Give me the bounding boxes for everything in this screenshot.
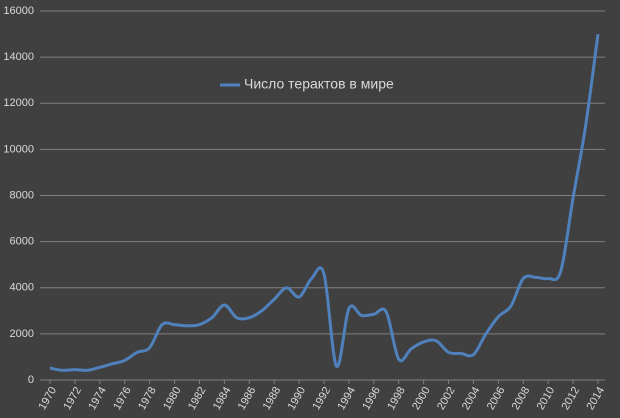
x-tick-label: 1978 [136,385,159,412]
x-tick-label: 1974 [86,385,109,412]
x-tick-label: 2000 [410,385,433,412]
x-tick-label: 1984 [211,385,234,412]
x-tick-label: 1970 [36,385,59,412]
x-tick-label: 1992 [310,385,333,412]
y-tick-label: 2000 [10,328,34,340]
x-tick-label: 1982 [186,385,209,412]
x-tick-label: 2002 [435,385,458,412]
y-tick-label: 12000 [3,97,34,109]
x-tick-label: 2010 [535,385,558,412]
y-tick-label: 0 [28,374,34,386]
x-tick-label: 2004 [460,385,483,412]
y-tick-label: 8000 [10,189,34,201]
y-tick-label: 16000 [3,5,34,17]
x-tick-label: 1988 [261,385,284,412]
y-tick-label: 14000 [3,51,34,63]
x-tick-label: 1976 [111,385,134,412]
x-tick-label: 2006 [485,385,508,412]
x-tick-label: 1994 [335,385,358,412]
legend-label: Число терактов в мире [244,76,394,92]
x-tick-label: 1986 [236,385,259,412]
x-tick-label: 1990 [286,385,309,412]
x-tick-label: 1980 [161,385,184,412]
x-tick-label: 1998 [385,385,408,412]
line [49,33,600,372]
x-tick-label: 1996 [360,385,383,412]
x-tick-label: 2008 [510,385,533,412]
y-tick-label: 10000 [3,143,34,155]
x-tick-label: 1972 [61,385,84,412]
x-tick-label: 2014 [584,385,607,412]
x-tick-label: 2012 [560,385,583,412]
y-tick-label: 4000 [10,282,34,294]
y-tick-label: 6000 [10,236,34,248]
